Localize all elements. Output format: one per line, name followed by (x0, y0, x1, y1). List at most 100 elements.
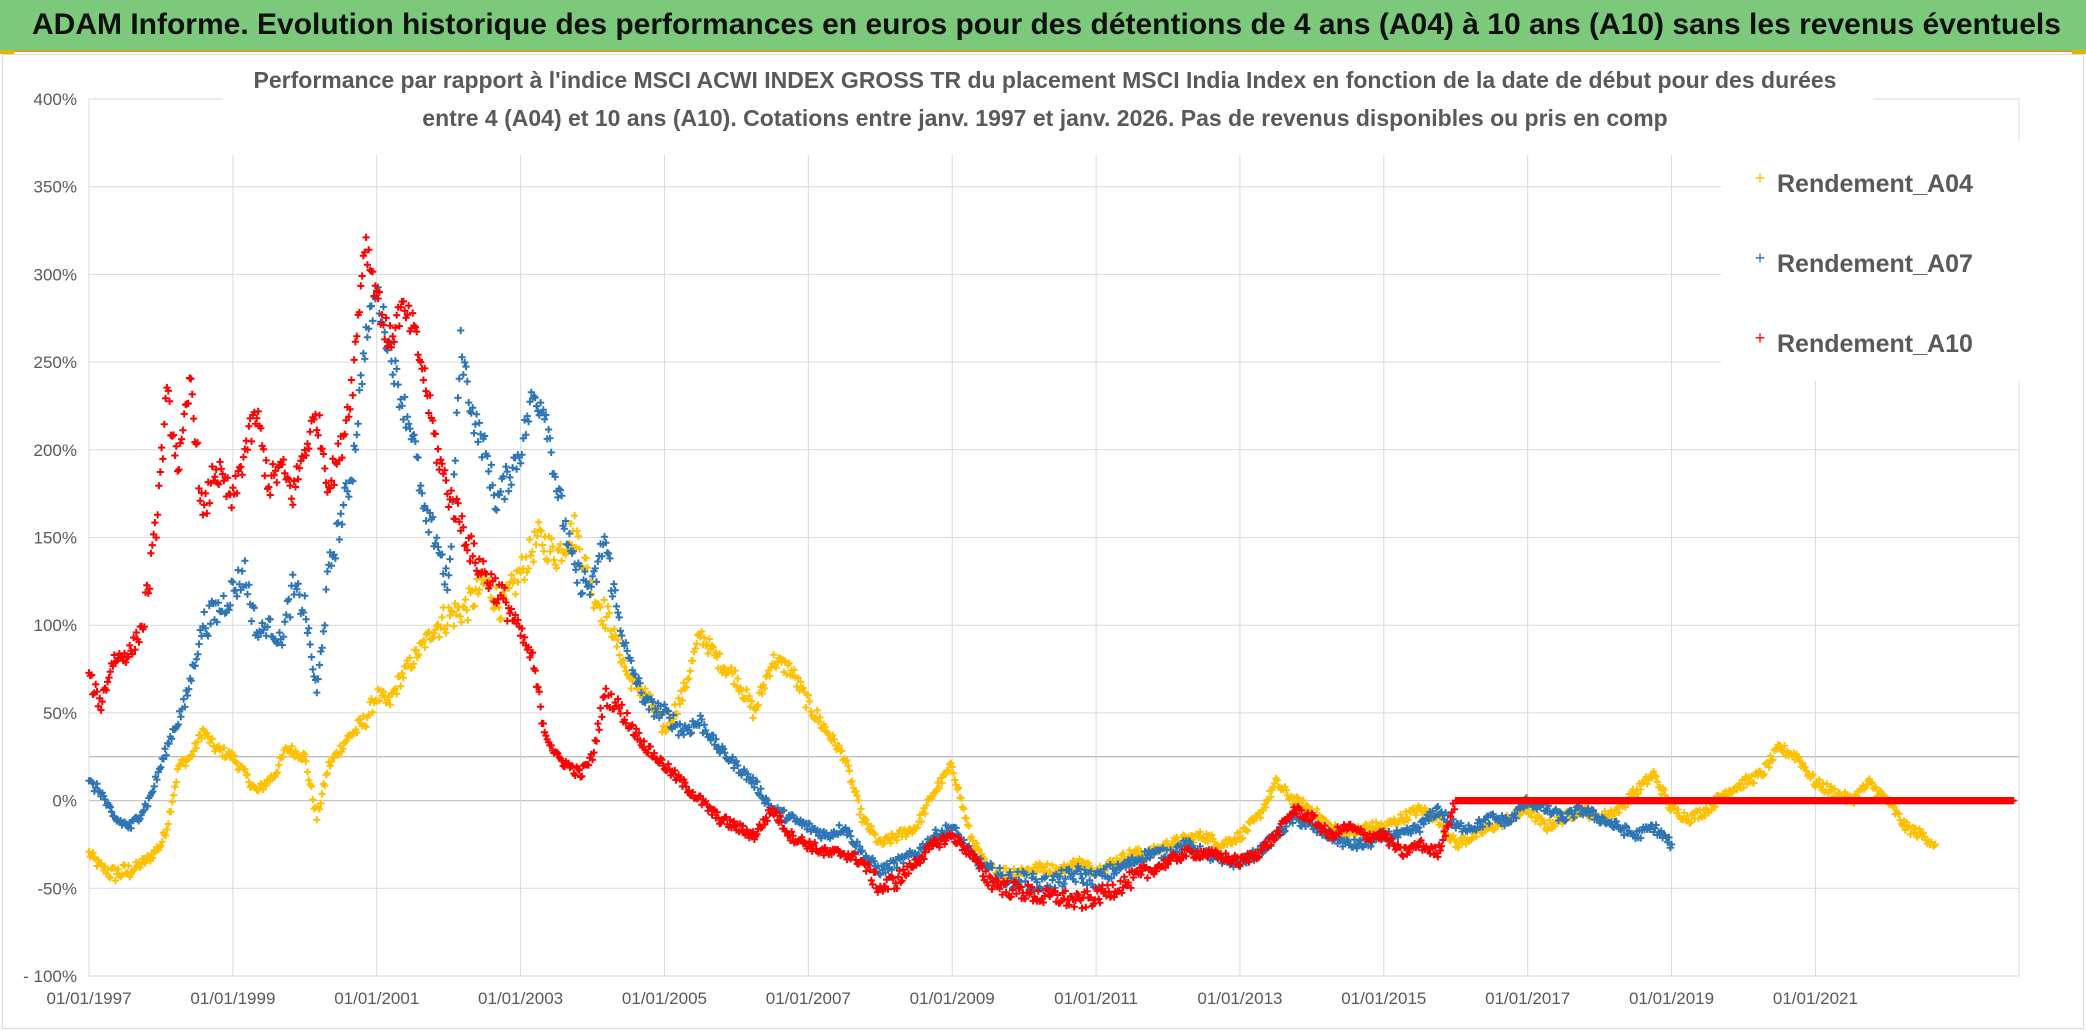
data-point (949, 832, 958, 840)
data-point (461, 542, 469, 550)
data-point (94, 702, 102, 710)
corner-accent-left (0, 50, 14, 54)
data-point (208, 462, 216, 471)
data-point (720, 663, 728, 672)
data-point (371, 282, 379, 290)
data-point (438, 460, 446, 468)
data-point (445, 571, 453, 579)
data-point (1245, 858, 1253, 866)
data-point (353, 431, 361, 439)
data-point (702, 642, 710, 650)
data-point (1065, 901, 1073, 909)
data-point (829, 731, 837, 739)
data-point (575, 766, 583, 774)
data-point (964, 843, 972, 851)
data-point (917, 818, 925, 826)
data-point (830, 735, 838, 743)
data-point (576, 562, 584, 570)
data-point (685, 675, 693, 683)
data-point (333, 460, 341, 468)
data-point (251, 420, 260, 428)
data-point (1747, 772, 1755, 780)
data-point (600, 533, 609, 541)
data-point (553, 564, 561, 572)
data-point (1087, 867, 1095, 875)
data-point (1799, 759, 1807, 767)
data-point (612, 631, 620, 639)
data-point (285, 595, 293, 603)
data-point (270, 471, 278, 479)
data-point (1150, 850, 1158, 858)
data-point (1236, 861, 1244, 869)
data-point (596, 603, 604, 612)
data-point (233, 489, 241, 497)
data-point (817, 834, 825, 842)
data-point (441, 466, 449, 474)
data-point (477, 430, 485, 438)
data-point (1497, 819, 1505, 827)
data-point (229, 578, 237, 586)
data-point (549, 542, 557, 551)
data-point (343, 737, 351, 745)
data-point (93, 780, 101, 788)
data-point (592, 578, 601, 586)
data-point (233, 759, 241, 767)
data-point (782, 670, 791, 678)
data-point (931, 826, 940, 834)
data-point (578, 589, 586, 597)
data-point (541, 415, 549, 423)
data-point (1124, 879, 1132, 887)
data-point (367, 302, 375, 310)
data-point (491, 574, 499, 582)
data-point (899, 859, 907, 867)
data-point (406, 654, 414, 662)
data-point (1612, 817, 1620, 825)
data-point (1256, 814, 1265, 822)
data-point (414, 351, 422, 359)
data-point (155, 482, 163, 490)
data-point (857, 805, 865, 813)
data-point (334, 519, 342, 527)
data-point (216, 458, 224, 466)
legend: + Rendement_A04 + Rendement_A07 + Rendem… (1721, 141, 2021, 381)
data-point (339, 501, 347, 509)
data-point (205, 602, 213, 610)
data-point (862, 816, 870, 824)
data-point (676, 720, 684, 728)
data-point (1434, 853, 1442, 861)
data-point (326, 762, 334, 770)
data-point (554, 546, 562, 554)
data-point (1262, 838, 1270, 846)
data-point (650, 712, 658, 720)
data-point (1756, 767, 1764, 775)
data-point (206, 499, 214, 507)
data-point (422, 387, 430, 395)
data-point (1795, 754, 1803, 762)
data-point (721, 749, 729, 757)
data-point (151, 519, 159, 527)
data-point (596, 704, 605, 712)
data-point (510, 576, 518, 584)
data-point (497, 488, 505, 496)
data-point (176, 439, 184, 447)
data-point (618, 657, 626, 666)
data-point (471, 559, 479, 567)
data-point (1665, 833, 1673, 841)
data-point (564, 541, 572, 549)
data-point (650, 749, 658, 757)
data-point (592, 737, 601, 745)
data-point (109, 662, 117, 670)
data-point (669, 711, 678, 719)
data-point (2009, 797, 2017, 805)
data-point (414, 454, 422, 462)
data-point (1439, 836, 1447, 844)
data-point (806, 838, 814, 846)
data-point (334, 440, 342, 448)
data-point (547, 535, 555, 543)
data-point (452, 611, 460, 619)
data-point (104, 866, 112, 874)
data-point (614, 695, 622, 703)
data-point (110, 651, 118, 659)
data-point (266, 491, 274, 499)
data-point (171, 451, 179, 460)
